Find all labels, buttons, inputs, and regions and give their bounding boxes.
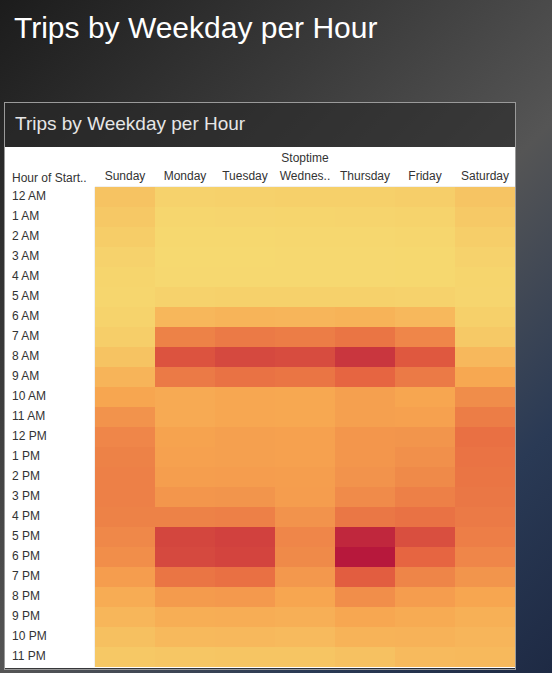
svg-text:5 AM: 5 AM	[12, 289, 39, 303]
svg-text:9 AM: 9 AM	[12, 369, 39, 383]
svg-text:9 PM: 9 PM	[12, 609, 40, 623]
html-text:Trips by Weekday per Hour: Trips by Weekday per Hour	[14, 11, 378, 44]
svg-text:11 PM: 11 PM	[12, 649, 46, 663]
svg-text:7 AM: 7 AM	[12, 329, 39, 343]
svg-text:12 PM: 12 PM	[12, 429, 47, 443]
svg-text:7 PM: 7 PM	[12, 569, 40, 583]
svg-text:Saturday: Saturday	[461, 169, 509, 183]
svg-text:2 AM: 2 AM	[12, 229, 39, 243]
html-text:Hour of Start..: Hour of Start..	[12, 171, 87, 185]
svg-text:12 AM: 12 AM	[12, 189, 46, 203]
svg-text:Sunday: Sunday	[105, 169, 146, 183]
svg-text:Tuesday: Tuesday	[222, 169, 268, 183]
svg-text:5 PM: 5 PM	[12, 529, 40, 543]
svg-text:10 PM: 10 PM	[12, 629, 47, 643]
svg-text:3 AM: 3 AM	[12, 249, 39, 263]
svg-text:Wednes..: Wednes..	[280, 169, 330, 183]
svg-text:1 AM: 1 AM	[12, 209, 39, 223]
svg-text:Friday: Friday	[408, 169, 441, 183]
svg-text:1 PM: 1 PM	[12, 449, 40, 463]
svg-text:Thursday: Thursday	[340, 169, 390, 183]
svg-text:Monday: Monday	[164, 169, 207, 183]
svg-text:6 PM: 6 PM	[12, 549, 40, 563]
svg-text:8 PM: 8 PM	[12, 589, 40, 603]
svg-text:8 AM: 8 AM	[12, 349, 39, 363]
svg-text:11 AM: 11 AM	[12, 409, 45, 423]
svg-text:6 AM: 6 AM	[12, 309, 39, 323]
svg-text:4 PM: 4 PM	[12, 509, 40, 523]
svg-text:3 PM: 3 PM	[12, 489, 40, 503]
html-text:Trips by Weekday per Hour: Trips by Weekday per Hour	[15, 113, 246, 134]
svg-text:4 AM: 4 AM	[12, 269, 39, 283]
html-text:Stoptime: Stoptime	[281, 151, 329, 165]
svg-text:10 AM: 10 AM	[12, 389, 46, 403]
svg-text:2 PM: 2 PM	[12, 469, 40, 483]
